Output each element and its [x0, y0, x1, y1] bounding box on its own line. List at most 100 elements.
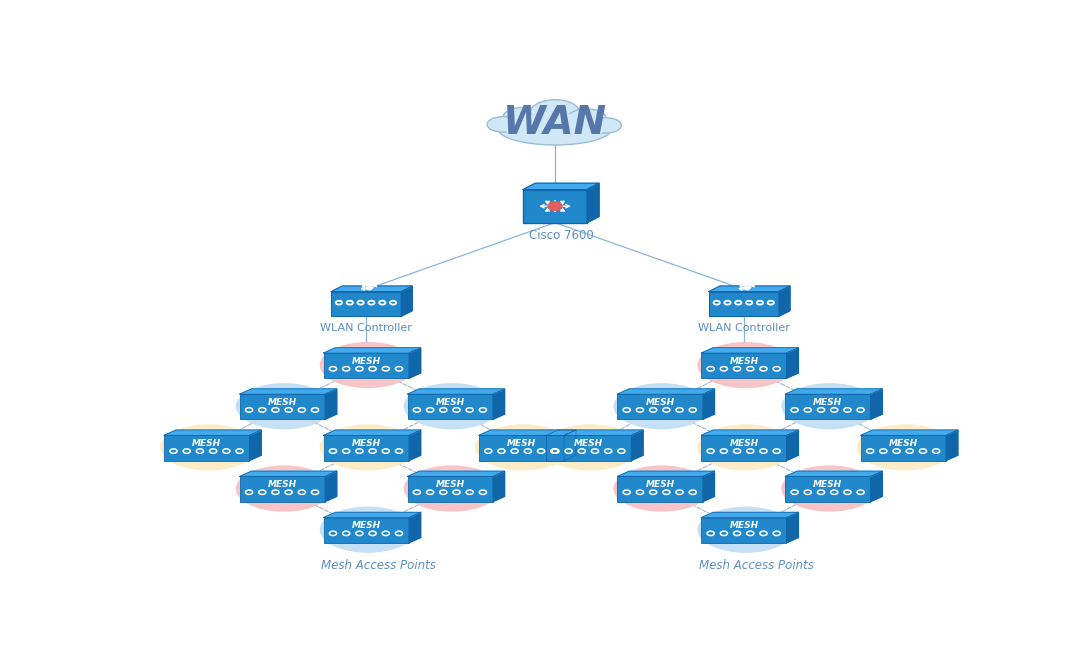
Ellipse shape	[781, 383, 878, 430]
FancyBboxPatch shape	[324, 518, 408, 543]
Ellipse shape	[697, 506, 794, 553]
Polygon shape	[493, 389, 505, 420]
Polygon shape	[564, 430, 576, 460]
Circle shape	[367, 287, 371, 290]
Polygon shape	[249, 430, 261, 460]
Ellipse shape	[613, 383, 710, 430]
Polygon shape	[617, 389, 715, 394]
FancyBboxPatch shape	[617, 394, 703, 420]
Text: MESH: MESH	[268, 398, 297, 407]
FancyBboxPatch shape	[324, 353, 408, 378]
Ellipse shape	[498, 113, 612, 145]
Polygon shape	[617, 471, 715, 476]
Polygon shape	[325, 471, 337, 502]
Polygon shape	[407, 471, 505, 476]
Text: MESH: MESH	[813, 480, 843, 489]
Polygon shape	[702, 348, 798, 353]
Polygon shape	[324, 430, 420, 436]
Polygon shape	[945, 430, 957, 460]
FancyBboxPatch shape	[479, 436, 564, 460]
Text: MESH: MESH	[352, 357, 381, 365]
Text: MESH: MESH	[268, 480, 297, 489]
Circle shape	[548, 202, 562, 210]
Polygon shape	[703, 389, 715, 420]
Ellipse shape	[531, 100, 579, 124]
FancyBboxPatch shape	[785, 394, 871, 420]
Polygon shape	[786, 430, 798, 460]
Polygon shape	[785, 389, 883, 394]
Text: MESH: MESH	[729, 439, 758, 448]
FancyBboxPatch shape	[702, 518, 786, 543]
FancyBboxPatch shape	[785, 476, 871, 502]
Polygon shape	[324, 512, 420, 518]
Polygon shape	[587, 183, 599, 223]
Ellipse shape	[697, 342, 794, 388]
Ellipse shape	[236, 383, 332, 430]
Polygon shape	[408, 430, 420, 460]
Ellipse shape	[487, 117, 519, 132]
Ellipse shape	[236, 466, 332, 512]
Ellipse shape	[404, 466, 500, 512]
Polygon shape	[702, 430, 798, 436]
Text: WAN: WAN	[503, 104, 608, 142]
FancyBboxPatch shape	[861, 436, 945, 460]
Polygon shape	[546, 430, 643, 436]
FancyBboxPatch shape	[709, 291, 779, 316]
Ellipse shape	[501, 114, 609, 140]
FancyBboxPatch shape	[546, 436, 631, 460]
Polygon shape	[861, 430, 957, 436]
Polygon shape	[324, 348, 420, 353]
Polygon shape	[325, 389, 337, 420]
Ellipse shape	[319, 342, 416, 388]
Polygon shape	[523, 183, 599, 190]
FancyBboxPatch shape	[239, 476, 325, 502]
Text: WLAN Controller: WLAN Controller	[697, 323, 790, 333]
Ellipse shape	[319, 506, 416, 553]
Ellipse shape	[857, 424, 953, 470]
Polygon shape	[709, 286, 790, 291]
Polygon shape	[871, 389, 883, 420]
Polygon shape	[871, 471, 883, 502]
FancyBboxPatch shape	[331, 291, 401, 316]
Polygon shape	[785, 471, 883, 476]
Ellipse shape	[404, 383, 500, 430]
Ellipse shape	[319, 424, 416, 470]
Text: MESH: MESH	[729, 521, 758, 530]
Polygon shape	[408, 512, 420, 543]
Text: MESH: MESH	[192, 439, 221, 448]
Text: MESH: MESH	[507, 439, 536, 448]
Ellipse shape	[613, 466, 710, 512]
Text: MESH: MESH	[352, 521, 381, 530]
Polygon shape	[703, 471, 715, 502]
Text: MESH: MESH	[435, 480, 465, 489]
Text: MESH: MESH	[352, 439, 381, 448]
Text: MESH: MESH	[813, 398, 843, 407]
Polygon shape	[493, 471, 505, 502]
Text: Cisco 7600: Cisco 7600	[529, 229, 593, 242]
Ellipse shape	[697, 424, 794, 470]
FancyBboxPatch shape	[523, 190, 587, 223]
Text: MESH: MESH	[889, 439, 918, 448]
Text: MESH: MESH	[435, 398, 465, 407]
Ellipse shape	[781, 466, 878, 512]
Ellipse shape	[543, 424, 639, 470]
Text: MESH: MESH	[645, 398, 675, 407]
Ellipse shape	[589, 118, 622, 133]
FancyBboxPatch shape	[702, 436, 786, 460]
Polygon shape	[407, 389, 505, 394]
Polygon shape	[239, 389, 337, 394]
Circle shape	[745, 287, 749, 290]
Polygon shape	[479, 430, 576, 436]
FancyBboxPatch shape	[407, 394, 493, 420]
Text: Mesh Access Points: Mesh Access Points	[322, 558, 436, 572]
FancyBboxPatch shape	[324, 436, 408, 460]
Text: WLAN Controller: WLAN Controller	[321, 323, 413, 333]
Ellipse shape	[475, 424, 572, 470]
Polygon shape	[779, 286, 790, 316]
Text: MESH: MESH	[645, 480, 675, 489]
Ellipse shape	[503, 108, 544, 127]
Polygon shape	[331, 286, 413, 291]
Text: MESH: MESH	[729, 357, 758, 365]
FancyBboxPatch shape	[617, 476, 703, 502]
Polygon shape	[408, 348, 420, 378]
